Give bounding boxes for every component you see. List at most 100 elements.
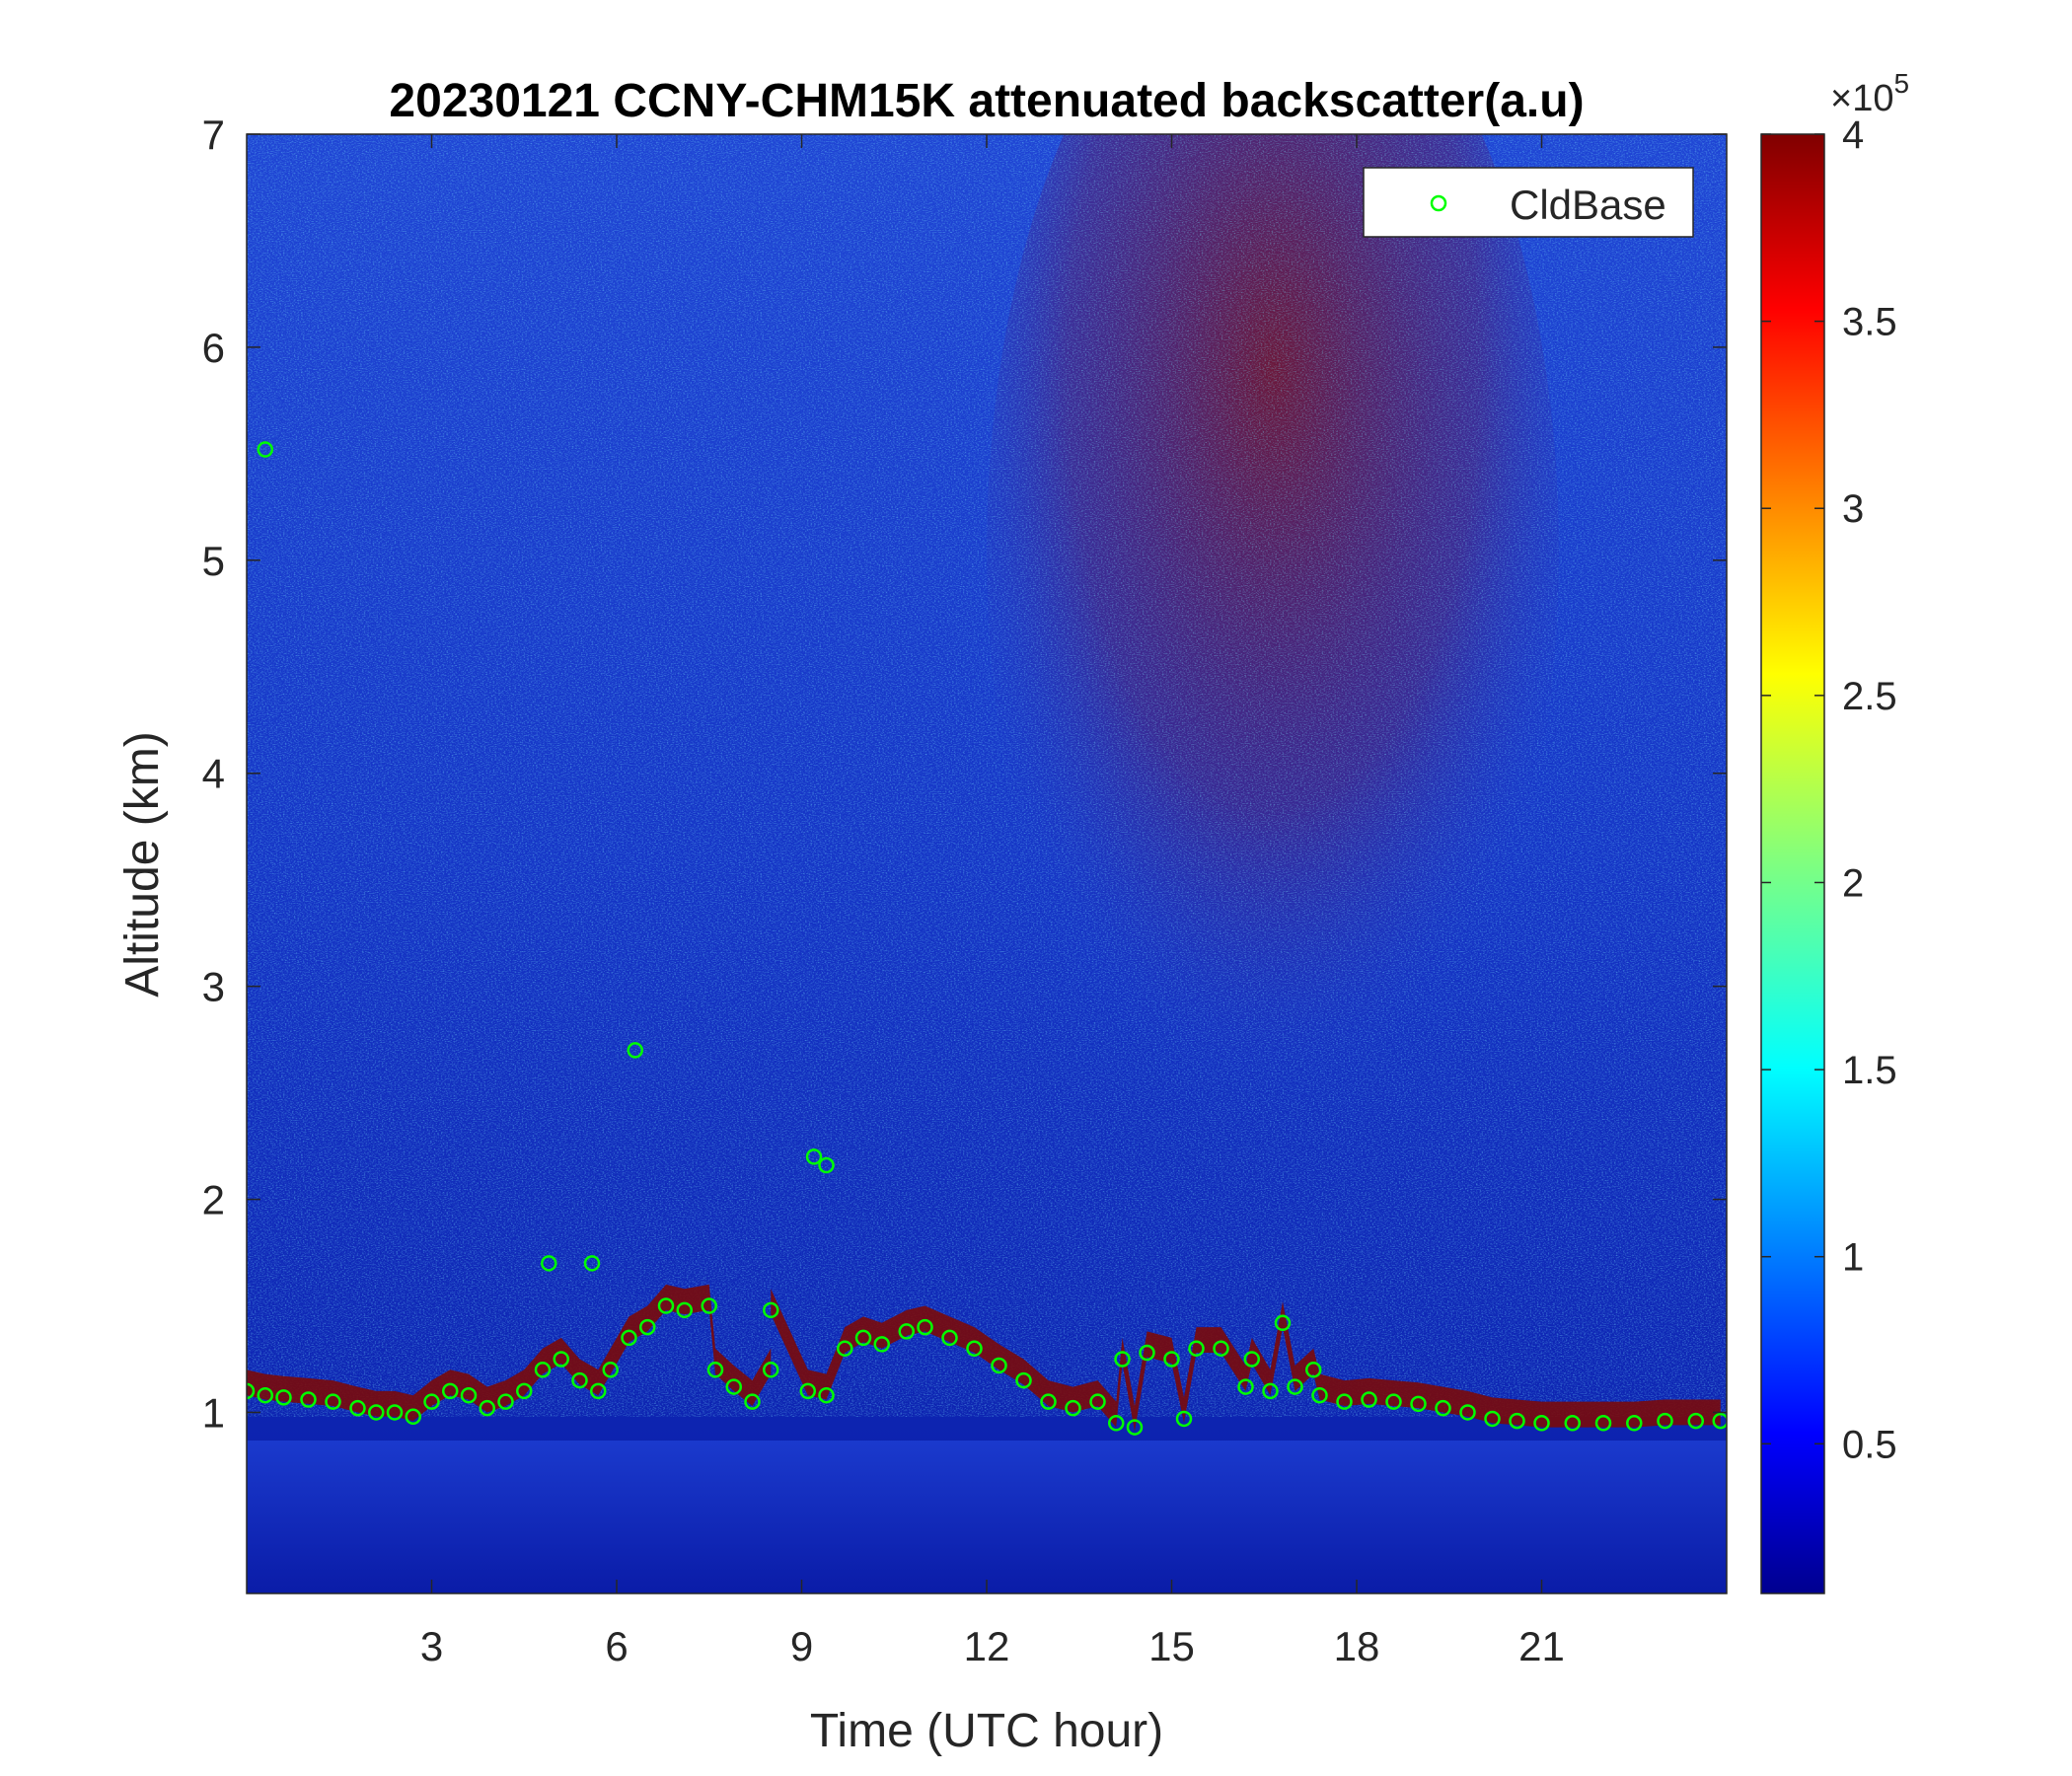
cldbase-point: [1015, 1371, 1032, 1389]
cldbase-point: [991, 1357, 1007, 1374]
cldbase-point: [247, 1382, 256, 1400]
colorbar-tick-label: 1.5: [1842, 1049, 1897, 1092]
x-tick-label: 21: [1518, 1623, 1565, 1669]
colorbar-ticks: 0.5 1 1.5 2 2.5 3 3.5 4: [1761, 113, 1897, 1466]
cldbase-point: [1213, 1340, 1229, 1357]
cldbase-point: [386, 1404, 404, 1421]
cldbase-point: [257, 1386, 273, 1404]
y-tick-label: 5: [202, 538, 225, 584]
cldbase-point: [799, 1382, 816, 1400]
cldbase-point: [300, 1391, 317, 1408]
cldbase-point: [1459, 1404, 1476, 1421]
cldbase-point: [541, 1255, 557, 1272]
x-tick-label: 3: [420, 1623, 443, 1669]
cldbase-point: [275, 1389, 292, 1406]
colorbar-tick-label: 0.5: [1842, 1423, 1897, 1466]
cldbase-point: [676, 1301, 693, 1319]
cldbase-point: [627, 1042, 643, 1059]
cldbase-point: [725, 1378, 742, 1395]
y-tick-label: 7: [202, 111, 225, 158]
cldbase-point: [898, 1323, 915, 1340]
cldbase-point: [763, 1301, 779, 1319]
cldbase-point: [590, 1382, 607, 1400]
x-axis: 3 6 9 12 15 18 21: [420, 134, 1565, 1669]
cloud-layer-path: [247, 1284, 1721, 1432]
cldbase-point: [534, 1362, 552, 1378]
cldbase-point: [1385, 1393, 1402, 1410]
cldbase-point: [1274, 1314, 1292, 1332]
cldbase-point: [639, 1318, 656, 1336]
colorbar-exponent-base: ×10: [1830, 78, 1893, 119]
x-axis-label: Time (UTC hour): [810, 1705, 1163, 1757]
colorbar-tick-label: 1: [1842, 1236, 1864, 1280]
y-tick-label: 3: [202, 964, 225, 1010]
y-tick-label: 4: [202, 751, 225, 797]
cldbase-point: [818, 1386, 835, 1404]
cldbase-point: [1188, 1340, 1205, 1357]
cldbase-point: [966, 1340, 983, 1357]
cldbase-point: [1040, 1393, 1057, 1410]
legend-marker: [1430, 194, 1447, 212]
cldbase-point: [602, 1362, 619, 1378]
colorbar-gradient: [1760, 133, 1825, 1594]
colorbar: 0.5 1 1.5 2 2.5 3 3.5 4 ×105: [1760, 68, 1909, 1594]
plot-area: [247, 134, 1727, 1593]
cldbase-point: [1533, 1415, 1550, 1432]
cldbase-point: [1065, 1399, 1081, 1417]
cldbase-point: [1657, 1412, 1673, 1430]
cldbase-point: [1126, 1419, 1144, 1436]
cldbase-point: [1484, 1410, 1501, 1428]
cldbase-point: [1626, 1415, 1643, 1432]
legend-box: [1363, 167, 1694, 238]
colorbar-tick-label: 4: [1842, 113, 1864, 157]
cldbase-point: [553, 1351, 569, 1368]
cldbase-point: [701, 1297, 717, 1314]
x-tick-label: 18: [1334, 1623, 1380, 1669]
cldbase-point: [818, 1156, 835, 1174]
cldbase-point: [621, 1329, 637, 1347]
cldbase-point: [1163, 1351, 1180, 1368]
cldbase-point: [854, 1329, 872, 1347]
cldbase-point: [1237, 1378, 1254, 1395]
cldbase-point: [497, 1393, 514, 1410]
cldbase-point: [706, 1362, 724, 1378]
cldbase-point: [349, 1399, 366, 1417]
cldbase-point: [1175, 1410, 1193, 1428]
cldbase-point: [941, 1329, 958, 1347]
cldbase-point: [1361, 1391, 1377, 1408]
cldbase-point: [1712, 1412, 1727, 1430]
y-axis-label: Altitude (km): [116, 731, 169, 997]
colorbar-tick-label: 2: [1842, 861, 1864, 905]
colorbar-exponent: ×105: [1830, 68, 1909, 119]
cloud-layer-band: [247, 1284, 1721, 1432]
low-altitude-region: [247, 1441, 1727, 1593]
cldbase-point: [1687, 1412, 1704, 1430]
colorbar-tick-label: 2.5: [1842, 675, 1897, 718]
legend-label: CldBase: [1510, 182, 1666, 228]
heatmap-noise: [247, 134, 1727, 1417]
cldbase-point: [442, 1382, 459, 1400]
cldbase-point: [479, 1399, 495, 1417]
x-tick-label: 12: [964, 1623, 1010, 1669]
cldbase-point: [583, 1255, 601, 1272]
cldbase-point: [744, 1393, 761, 1410]
chart-title: 20230121 CCNY-CHM15K attenuated backscat…: [389, 75, 1584, 127]
cldbase-point: [1564, 1415, 1581, 1432]
colorbar-exponent-power: 5: [1893, 68, 1909, 99]
x-tick-label: 9: [790, 1623, 813, 1669]
legend: CldBase: [1363, 167, 1694, 238]
x-tick-label: 15: [1148, 1623, 1195, 1669]
cldbase-point: [1108, 1415, 1125, 1432]
cldbase-point: [423, 1393, 440, 1410]
cldbase-point: [1509, 1412, 1525, 1430]
cldbase-point: [405, 1408, 421, 1426]
cldbase-markers: [247, 441, 1727, 1436]
cldbase-point: [805, 1148, 823, 1165]
y-tick-label: 2: [202, 1177, 225, 1223]
colorbar-tick-label: 3.5: [1842, 301, 1897, 344]
cldbase-point: [1114, 1351, 1131, 1368]
y-tick-label: 6: [202, 325, 225, 371]
cldbase-point: [1089, 1393, 1106, 1410]
cldbase-point: [1139, 1344, 1155, 1362]
cldbase-point: [1435, 1399, 1451, 1417]
